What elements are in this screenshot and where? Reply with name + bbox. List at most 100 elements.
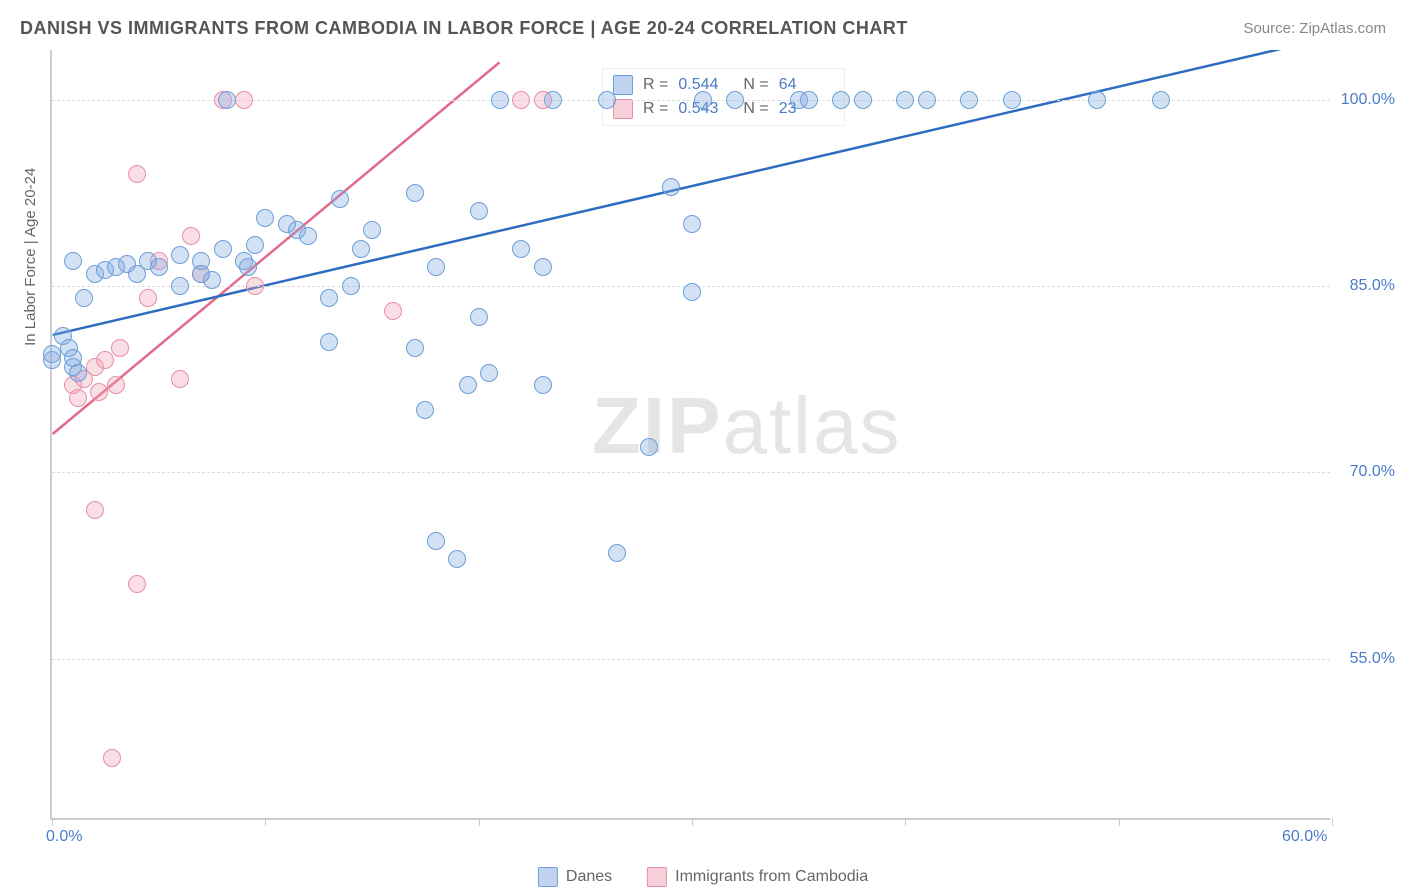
- data-point-blue: [896, 91, 914, 109]
- data-point-pink: [96, 351, 114, 369]
- legend-swatch: [613, 75, 633, 95]
- data-point-blue: [960, 91, 978, 109]
- data-point-blue: [726, 91, 744, 109]
- data-point-pink: [69, 389, 87, 407]
- data-point-blue: [459, 376, 477, 394]
- gridline: [52, 659, 1330, 660]
- data-point-blue: [662, 178, 680, 196]
- legend-label: Danes: [566, 868, 612, 886]
- data-point-blue: [239, 258, 257, 276]
- data-point-blue: [171, 246, 189, 264]
- y-tick-label: 70.0%: [1350, 463, 1395, 481]
- data-point-blue: [598, 91, 616, 109]
- data-point-pink: [111, 339, 129, 357]
- y-tick-label: 85.0%: [1350, 277, 1395, 295]
- data-point-blue: [534, 376, 552, 394]
- data-point-pink: [182, 227, 200, 245]
- data-point-blue: [203, 271, 221, 289]
- data-point-blue: [171, 277, 189, 295]
- data-point-pink: [246, 277, 264, 295]
- legend-series: Danes Immigrants from Cambodia: [538, 867, 868, 887]
- trend-lines: [52, 50, 1330, 818]
- x-tick-label: 0.0%: [46, 828, 82, 846]
- data-point-blue: [320, 289, 338, 307]
- data-point-blue: [406, 184, 424, 202]
- data-point-blue: [534, 258, 552, 276]
- data-point-pink: [90, 383, 108, 401]
- watermark-light: atlas: [722, 381, 901, 470]
- x-tick-label: 60.0%: [1282, 828, 1327, 846]
- data-point-blue: [352, 240, 370, 258]
- data-point-blue: [69, 364, 87, 382]
- data-point-blue: [683, 283, 701, 301]
- x-tick: [692, 818, 693, 826]
- data-point-blue: [218, 91, 236, 109]
- data-point-pink: [128, 165, 146, 183]
- source-label: Source: ZipAtlas.com: [1243, 20, 1386, 37]
- data-point-blue: [406, 339, 424, 357]
- data-point-pink: [128, 575, 146, 593]
- y-tick-label: 100.0%: [1341, 91, 1395, 109]
- x-tick: [1119, 818, 1120, 826]
- data-point-blue: [480, 364, 498, 382]
- legend-swatch: [647, 867, 667, 887]
- data-point-blue: [683, 215, 701, 233]
- gridline: [52, 472, 1330, 473]
- data-point-pink: [139, 289, 157, 307]
- data-point-blue: [427, 532, 445, 550]
- data-point-blue: [342, 277, 360, 295]
- watermark-bold: ZIP: [592, 381, 722, 470]
- data-point-blue: [363, 221, 381, 239]
- plot-area: ZIPatlas R =0.544N =64R =0.543N =23 55.0…: [50, 50, 1330, 820]
- x-tick: [1332, 818, 1333, 826]
- data-point-blue: [694, 91, 712, 109]
- data-point-pink: [171, 370, 189, 388]
- legend-swatch: [613, 99, 633, 119]
- legend-item: Immigrants from Cambodia: [647, 867, 868, 887]
- data-point-blue: [427, 258, 445, 276]
- data-point-blue: [854, 91, 872, 109]
- data-point-pink: [86, 501, 104, 519]
- legend-item: Danes: [538, 867, 612, 887]
- legend-swatch: [538, 867, 558, 887]
- x-tick: [265, 818, 266, 826]
- data-point-blue: [256, 209, 274, 227]
- data-point-blue: [299, 227, 317, 245]
- x-tick: [52, 818, 53, 826]
- watermark: ZIPatlas: [592, 380, 901, 472]
- data-point-blue: [214, 240, 232, 258]
- data-point-blue: [832, 91, 850, 109]
- data-point-blue: [918, 91, 936, 109]
- x-tick: [479, 818, 480, 826]
- r-label: R =: [643, 100, 668, 118]
- data-point-blue: [1088, 91, 1106, 109]
- y-axis-title: In Labor Force | Age 20-24: [22, 168, 39, 346]
- x-tick: [905, 818, 906, 826]
- data-point-blue: [64, 252, 82, 270]
- data-point-blue: [1152, 91, 1170, 109]
- data-point-blue: [246, 236, 264, 254]
- header: DANISH VS IMMIGRANTS FROM CAMBODIA IN LA…: [20, 18, 1386, 39]
- n-label: N =: [743, 76, 768, 94]
- data-point-blue: [448, 550, 466, 568]
- data-point-pink: [107, 376, 125, 394]
- data-point-pink: [384, 302, 402, 320]
- data-point-pink: [512, 91, 530, 109]
- data-point-blue: [491, 91, 509, 109]
- data-point-blue: [43, 345, 61, 363]
- r-label: R =: [643, 76, 668, 94]
- data-point-pink: [235, 91, 253, 109]
- data-point-blue: [1003, 91, 1021, 109]
- data-point-blue: [320, 333, 338, 351]
- data-point-blue: [640, 438, 658, 456]
- data-point-pink: [103, 749, 121, 767]
- data-point-blue: [512, 240, 530, 258]
- data-point-blue: [150, 258, 168, 276]
- y-tick-label: 55.0%: [1350, 650, 1395, 668]
- n-label: N =: [743, 100, 768, 118]
- data-point-blue: [470, 202, 488, 220]
- data-point-blue: [416, 401, 434, 419]
- data-point-blue: [800, 91, 818, 109]
- chart-title: DANISH VS IMMIGRANTS FROM CAMBODIA IN LA…: [20, 18, 908, 39]
- data-point-blue: [544, 91, 562, 109]
